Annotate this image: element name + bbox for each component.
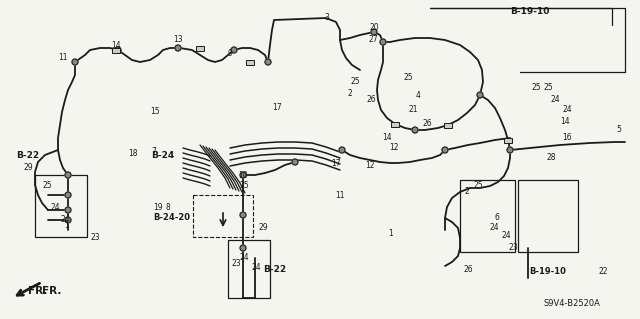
Circle shape <box>115 47 121 53</box>
Text: 28: 28 <box>547 152 556 161</box>
Text: 25: 25 <box>531 84 541 93</box>
Bar <box>444 123 452 128</box>
Text: S9V4-B2520A: S9V4-B2520A <box>543 299 600 308</box>
Circle shape <box>240 212 246 218</box>
Text: 6: 6 <box>495 213 499 222</box>
Bar <box>228 240 270 298</box>
Circle shape <box>72 59 78 65</box>
Text: 25: 25 <box>543 84 553 93</box>
Circle shape <box>507 147 513 153</box>
Text: 26: 26 <box>463 265 473 275</box>
Text: 24: 24 <box>251 263 261 272</box>
Bar <box>460 180 515 252</box>
Text: 23: 23 <box>508 242 518 251</box>
Text: 11: 11 <box>335 190 345 199</box>
Circle shape <box>292 159 298 165</box>
Text: 29: 29 <box>258 224 268 233</box>
Bar <box>504 138 512 143</box>
Text: 14: 14 <box>560 117 570 127</box>
Text: 4: 4 <box>415 91 420 100</box>
Bar <box>35 175 87 237</box>
Circle shape <box>240 245 246 251</box>
Text: FR.: FR. <box>28 286 48 296</box>
Circle shape <box>65 217 71 223</box>
Text: 25: 25 <box>350 78 360 86</box>
Bar <box>193 195 253 237</box>
Circle shape <box>231 47 237 53</box>
Text: 17: 17 <box>331 159 341 167</box>
Circle shape <box>442 147 448 153</box>
Text: 24: 24 <box>489 224 499 233</box>
Text: 19: 19 <box>153 204 163 212</box>
Text: 16: 16 <box>562 133 572 143</box>
Text: 1: 1 <box>388 228 394 238</box>
Circle shape <box>265 59 271 65</box>
Text: 12: 12 <box>365 160 375 169</box>
Text: 23: 23 <box>90 234 100 242</box>
Bar <box>112 48 120 53</box>
Text: 24: 24 <box>50 204 60 212</box>
Text: 24: 24 <box>239 254 249 263</box>
Circle shape <box>380 39 386 45</box>
Bar <box>391 122 399 127</box>
Text: B-19-10: B-19-10 <box>510 8 550 17</box>
Text: 23: 23 <box>231 258 241 268</box>
Text: 5: 5 <box>616 125 621 135</box>
Text: 21: 21 <box>408 106 418 115</box>
Bar <box>518 180 578 252</box>
Text: 2: 2 <box>348 88 353 98</box>
Text: 3: 3 <box>324 13 330 23</box>
Circle shape <box>65 172 71 178</box>
Circle shape <box>412 127 418 133</box>
Bar <box>196 46 204 51</box>
Text: 10: 10 <box>238 170 248 180</box>
Text: 12: 12 <box>389 144 399 152</box>
Text: 13: 13 <box>173 35 183 44</box>
Text: 11: 11 <box>58 54 68 63</box>
Circle shape <box>65 207 71 213</box>
Text: B-24-20: B-24-20 <box>154 213 191 222</box>
Text: 15: 15 <box>150 108 160 116</box>
Text: 24: 24 <box>550 94 560 103</box>
Text: 20: 20 <box>369 23 379 32</box>
Text: 24: 24 <box>501 232 511 241</box>
Bar <box>246 60 254 65</box>
Text: B-22: B-22 <box>264 265 287 275</box>
Text: B-19-10: B-19-10 <box>529 268 566 277</box>
Circle shape <box>339 147 345 153</box>
Text: 2: 2 <box>465 188 469 197</box>
Text: FR.: FR. <box>42 286 61 296</box>
Text: 7: 7 <box>152 147 156 157</box>
Text: 14: 14 <box>382 133 392 143</box>
Text: 25: 25 <box>473 181 483 189</box>
Circle shape <box>175 45 181 51</box>
Circle shape <box>240 172 246 178</box>
Text: 25: 25 <box>42 181 52 189</box>
Text: 27: 27 <box>368 35 378 44</box>
Circle shape <box>371 29 377 35</box>
Text: 26: 26 <box>422 118 432 128</box>
Text: B-22: B-22 <box>17 151 40 160</box>
Circle shape <box>477 92 483 98</box>
Text: 29: 29 <box>23 164 33 173</box>
Text: 26: 26 <box>366 95 376 105</box>
Text: 8: 8 <box>166 203 170 211</box>
Text: 17: 17 <box>272 103 282 113</box>
Text: 25: 25 <box>403 72 413 81</box>
Text: 1: 1 <box>65 221 69 231</box>
Text: 22: 22 <box>598 268 608 277</box>
Text: B-24: B-24 <box>152 151 175 160</box>
Text: 24: 24 <box>562 105 572 114</box>
Text: 25: 25 <box>239 181 249 189</box>
Text: 14: 14 <box>111 41 121 49</box>
Text: 9: 9 <box>228 48 232 57</box>
Text: 24: 24 <box>60 216 70 225</box>
Text: 18: 18 <box>128 149 138 158</box>
Circle shape <box>65 192 71 198</box>
